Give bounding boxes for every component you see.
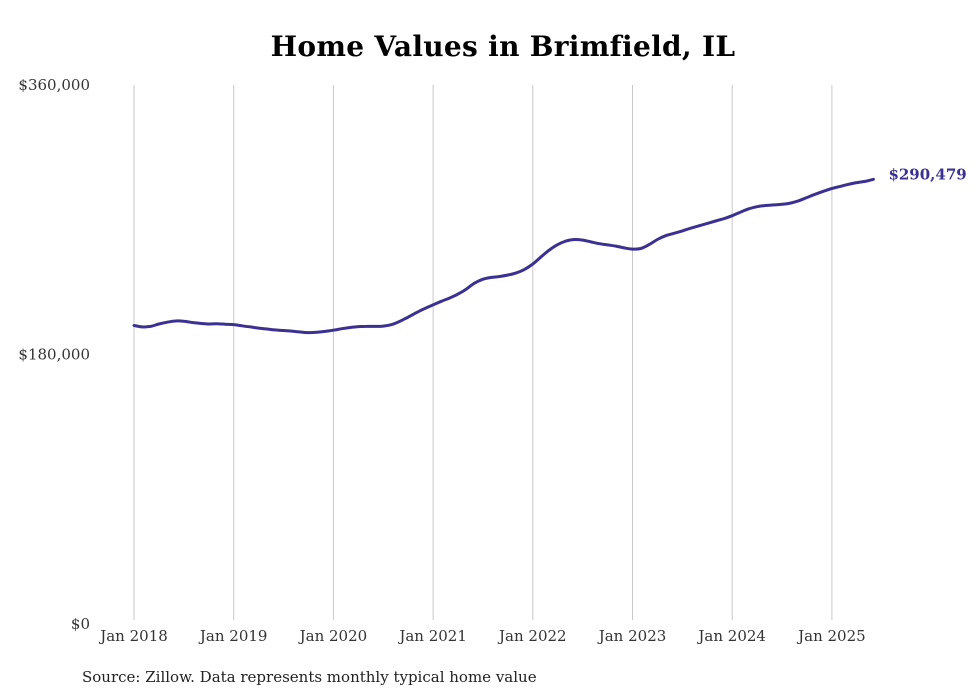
x-tick-label: Jan 2023 bbox=[597, 627, 667, 645]
y-tick-label: $0 bbox=[71, 615, 90, 633]
home-value-line bbox=[132, 177, 875, 335]
y-tick-label: $180,000 bbox=[18, 346, 90, 364]
source-note: Source: Zillow. Data represents monthly … bbox=[82, 668, 537, 686]
plot-area: $290,479 bbox=[132, 165, 967, 335]
x-tick-label: Jan 2024 bbox=[696, 627, 766, 645]
x-axis: Jan 2018 Jan 2019 Jan 2020 Jan 2021 Jan 2022… bbox=[98, 627, 865, 645]
x-tick-label: Jan 2021 bbox=[397, 627, 467, 645]
end-value-label: $290,479 bbox=[888, 165, 966, 183]
chart-title: Home Values in Brimfield, IL bbox=[270, 30, 736, 63]
y-axis: $0 $180,000 $360,000 bbox=[18, 76, 90, 633]
x-tick-label: Jan 2022 bbox=[497, 627, 567, 645]
x-tick-label: Jan 2025 bbox=[796, 627, 866, 645]
x-tick-label: Jan 2018 bbox=[98, 627, 168, 645]
x-tick-label: Jan 2019 bbox=[198, 627, 268, 645]
grid-lines bbox=[133, 85, 833, 620]
y-tick-label: $360,000 bbox=[18, 76, 90, 94]
x-tick-label: Jan 2020 bbox=[298, 627, 368, 645]
